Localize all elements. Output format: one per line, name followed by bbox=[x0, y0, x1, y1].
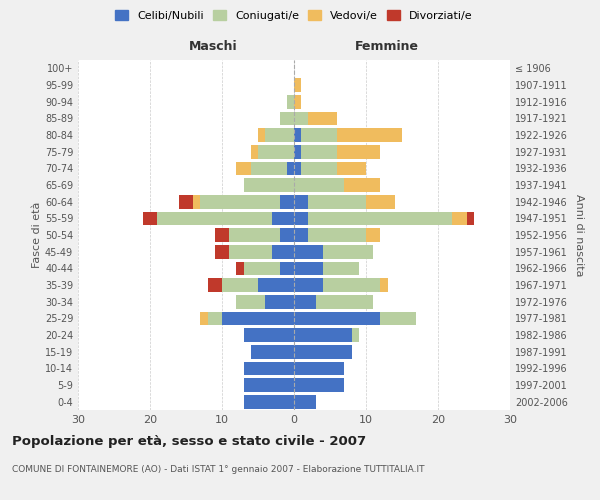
Bar bbox=[294, 78, 301, 92]
Bar bbox=[294, 162, 301, 175]
Bar bbox=[294, 145, 301, 158]
Bar bbox=[258, 145, 294, 158]
Bar bbox=[380, 278, 388, 292]
Bar bbox=[323, 278, 380, 292]
Bar bbox=[467, 212, 474, 225]
Bar bbox=[294, 112, 308, 125]
Bar bbox=[294, 95, 301, 108]
Bar bbox=[294, 228, 308, 242]
Bar bbox=[215, 245, 229, 258]
Bar bbox=[208, 278, 222, 292]
Bar bbox=[179, 195, 193, 208]
Bar bbox=[236, 295, 265, 308]
Bar bbox=[337, 145, 380, 158]
Bar bbox=[380, 312, 416, 325]
Bar bbox=[215, 228, 229, 242]
Y-axis label: Fasce di età: Fasce di età bbox=[32, 202, 42, 268]
Bar bbox=[222, 278, 258, 292]
Bar bbox=[244, 262, 280, 275]
Bar bbox=[294, 278, 323, 292]
Bar bbox=[308, 195, 366, 208]
Text: Femmine: Femmine bbox=[355, 40, 419, 52]
Bar bbox=[294, 312, 380, 325]
Bar bbox=[244, 378, 294, 392]
Bar bbox=[294, 378, 344, 392]
Bar bbox=[366, 228, 380, 242]
Bar bbox=[280, 112, 294, 125]
Bar bbox=[222, 312, 294, 325]
Bar bbox=[272, 245, 294, 258]
Bar bbox=[294, 128, 301, 142]
Bar bbox=[294, 345, 352, 358]
Bar bbox=[193, 195, 200, 208]
Bar bbox=[251, 145, 258, 158]
Bar bbox=[316, 295, 373, 308]
Bar bbox=[294, 262, 323, 275]
Bar bbox=[337, 128, 402, 142]
Bar bbox=[236, 262, 244, 275]
Bar bbox=[244, 395, 294, 408]
Text: Maschi: Maschi bbox=[188, 40, 238, 52]
Bar bbox=[244, 328, 294, 342]
Bar bbox=[294, 395, 316, 408]
Bar bbox=[208, 312, 222, 325]
Bar bbox=[301, 128, 337, 142]
Bar bbox=[301, 145, 337, 158]
Bar bbox=[294, 195, 308, 208]
Bar bbox=[200, 312, 208, 325]
Bar bbox=[294, 362, 344, 375]
Bar bbox=[143, 212, 157, 225]
Bar bbox=[308, 228, 366, 242]
Bar bbox=[265, 128, 294, 142]
Bar bbox=[344, 178, 380, 192]
Bar bbox=[294, 245, 323, 258]
Bar bbox=[287, 95, 294, 108]
Legend: Celibi/Nubili, Coniugati/e, Vedovi/e, Divorziati/e: Celibi/Nubili, Coniugati/e, Vedovi/e, Di… bbox=[111, 6, 477, 25]
Bar bbox=[157, 212, 272, 225]
Bar bbox=[308, 112, 337, 125]
Bar bbox=[258, 278, 294, 292]
Bar bbox=[200, 195, 280, 208]
Bar bbox=[294, 212, 308, 225]
Bar bbox=[280, 262, 294, 275]
Bar bbox=[280, 228, 294, 242]
Bar bbox=[337, 162, 366, 175]
Text: COMUNE DI FONTAINEMORE (AO) - Dati ISTAT 1° gennaio 2007 - Elaborazione TUTTITAL: COMUNE DI FONTAINEMORE (AO) - Dati ISTAT… bbox=[12, 465, 425, 474]
Bar bbox=[323, 262, 359, 275]
Bar bbox=[294, 178, 344, 192]
Bar bbox=[452, 212, 467, 225]
Text: Popolazione per età, sesso e stato civile - 2007: Popolazione per età, sesso e stato civil… bbox=[12, 435, 366, 448]
Bar bbox=[272, 212, 294, 225]
Bar bbox=[301, 162, 337, 175]
Bar bbox=[251, 162, 287, 175]
Bar bbox=[244, 362, 294, 375]
Bar bbox=[294, 328, 352, 342]
Bar bbox=[323, 245, 373, 258]
Bar bbox=[244, 178, 294, 192]
Bar bbox=[251, 345, 294, 358]
Bar bbox=[229, 228, 280, 242]
Bar bbox=[280, 195, 294, 208]
Bar bbox=[287, 162, 294, 175]
Bar bbox=[258, 128, 265, 142]
Bar bbox=[366, 195, 395, 208]
Bar bbox=[265, 295, 294, 308]
Bar bbox=[229, 245, 272, 258]
Bar bbox=[294, 295, 316, 308]
Y-axis label: Anni di nascita: Anni di nascita bbox=[574, 194, 584, 276]
Bar bbox=[352, 328, 359, 342]
Bar bbox=[308, 212, 452, 225]
Bar bbox=[236, 162, 251, 175]
